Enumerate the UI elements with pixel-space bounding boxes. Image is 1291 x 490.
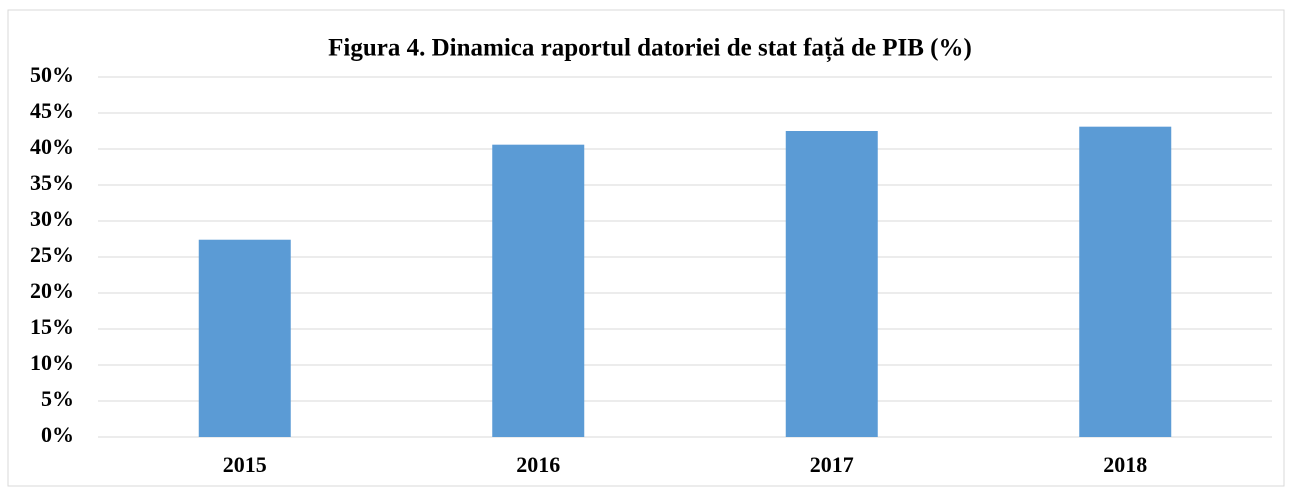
y-tick-label: 35% xyxy=(30,170,74,195)
y-tick-label: 25% xyxy=(30,242,74,267)
y-tick-label: 0% xyxy=(41,422,74,447)
bar xyxy=(198,239,291,437)
y-tick-label: 40% xyxy=(30,134,74,159)
y-tick-label: 5% xyxy=(41,386,74,411)
chart-title: Figura 4. Dinamica raportul datoriei de … xyxy=(328,35,972,63)
bar xyxy=(492,144,585,437)
y-tick-label: 30% xyxy=(30,206,74,231)
x-tick-label: 2018 xyxy=(1103,452,1147,477)
y-tick-label: 10% xyxy=(30,350,74,375)
y-tick-label: 45% xyxy=(30,98,74,123)
bar xyxy=(1079,126,1172,438)
x-tick-label: 2015 xyxy=(223,452,267,477)
y-tick-label: 50% xyxy=(30,62,74,87)
bar xyxy=(785,131,878,437)
x-tick-label: 2016 xyxy=(516,452,560,477)
y-tick-label: 20% xyxy=(30,278,74,303)
x-tick-label: 2017 xyxy=(810,452,854,477)
y-tick-label: 15% xyxy=(30,314,74,339)
